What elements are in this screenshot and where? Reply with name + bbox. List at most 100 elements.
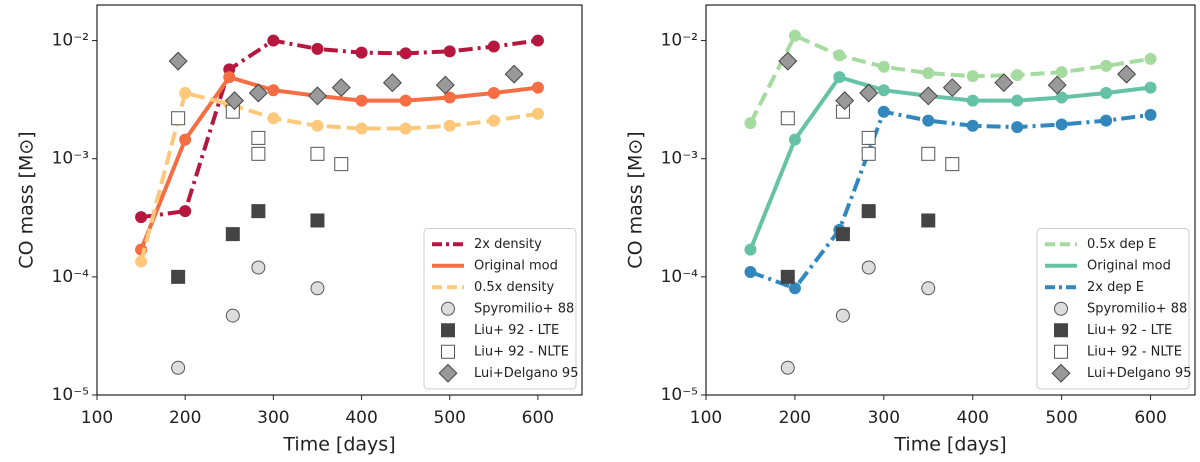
marker-square — [861, 146, 876, 161]
marker-square — [251, 146, 266, 161]
x-tick-label: 500 — [434, 408, 466, 428]
marker-square — [921, 146, 936, 161]
marker-circle — [355, 46, 368, 59]
marker-circle — [1144, 81, 1157, 94]
marker-diamond — [438, 363, 458, 383]
marker-circle — [531, 107, 544, 120]
marker-circle — [443, 45, 456, 58]
marker-circle — [835, 308, 850, 323]
marker-diamond — [225, 91, 245, 111]
legend-label: Original mod — [1087, 258, 1171, 273]
marker-circle — [267, 84, 280, 97]
x-tick-label: 300 — [868, 408, 900, 428]
marker-circle — [966, 70, 979, 83]
marker-circle — [311, 42, 324, 55]
marker-diamond — [435, 75, 455, 95]
marker-diamond — [994, 73, 1014, 93]
x-tick-label: 100 — [690, 408, 722, 428]
series-line — [748, 33, 1151, 125]
marker-circle — [788, 282, 801, 295]
marker-circle — [1011, 121, 1024, 134]
marker-circle — [135, 211, 148, 224]
marker-square — [251, 130, 266, 145]
marker-circle — [788, 29, 801, 42]
marker-circle — [1100, 86, 1113, 99]
legend-label: 0.5x density — [474, 280, 554, 295]
x-tick-label: 500 — [1045, 408, 1077, 428]
marker-square — [334, 157, 349, 172]
marker-circle — [744, 265, 757, 278]
marker-circle — [251, 260, 266, 275]
legend-label: Lui+Delgano 95 — [1087, 366, 1191, 381]
marker-diamond — [307, 86, 327, 106]
marker-circle — [1055, 91, 1068, 104]
marker-circle — [179, 86, 192, 99]
marker-circle — [355, 122, 368, 135]
marker-circle — [399, 47, 412, 60]
y-tick-label: 10⁻⁴ — [52, 267, 90, 287]
marker-diamond — [918, 86, 938, 106]
marker-circle — [441, 301, 455, 316]
legend-label: 0.5x dep E — [1087, 237, 1156, 252]
marker-circle — [531, 34, 544, 47]
marker-circle — [877, 84, 890, 97]
y-tick-label: 10⁻³ — [661, 149, 698, 169]
y-axis-label: CO mass [M⊙] — [625, 131, 647, 268]
y-tick-label: 10⁻² — [52, 31, 89, 51]
legend-label: 2x dep E — [1087, 280, 1144, 295]
marker-circle — [788, 133, 801, 146]
marker-circle — [311, 119, 324, 132]
marker-circle — [267, 34, 280, 47]
legend-label: Lui+Delgano 95 — [474, 366, 578, 381]
marker-circle — [744, 243, 757, 256]
x-tick-label: 300 — [257, 408, 289, 428]
marker-circle — [833, 71, 846, 84]
marker-circle — [1100, 114, 1113, 127]
marker-circle — [267, 112, 280, 125]
marker-circle — [399, 94, 412, 107]
marker-square — [861, 204, 876, 219]
marker-square — [171, 111, 186, 126]
marker-square — [251, 204, 266, 219]
marker-circle — [966, 94, 979, 107]
marker-square — [1054, 323, 1068, 338]
marker-circle — [399, 122, 412, 135]
marker-circle — [1011, 69, 1024, 82]
marker-square — [780, 269, 795, 284]
marker-circle — [1055, 66, 1068, 79]
marker-diamond — [778, 51, 798, 71]
marker-circle — [443, 119, 456, 132]
marker-circle — [1055, 118, 1068, 131]
legend-label: 2x density — [474, 237, 542, 252]
y-axis-label: CO mass [M⊙] — [16, 131, 38, 268]
x-tick-label: 100 — [81, 408, 113, 428]
legend-label: Spyromilio+ 88 — [474, 301, 574, 316]
marker-circle — [922, 67, 935, 80]
legend-label: Liu+ 92 - NLTE — [474, 344, 569, 359]
series-line — [139, 74, 539, 251]
marker-circle — [833, 49, 846, 62]
marker-circle — [443, 91, 456, 104]
x-tick-label: 400 — [345, 408, 377, 428]
marker-circle — [861, 260, 876, 275]
marker-square — [441, 323, 455, 338]
marker-circle — [921, 281, 936, 296]
marker-square — [225, 227, 240, 242]
legend-label: Liu+ 92 - LTE — [474, 323, 559, 338]
marker-square — [171, 269, 186, 284]
y-tick-label: 10⁻³ — [52, 149, 89, 169]
marker-diamond — [942, 78, 962, 98]
marker-square — [945, 157, 960, 172]
marker-square — [835, 227, 850, 242]
x-axis-label: Time [days] — [893, 434, 1006, 456]
series-line — [139, 90, 539, 262]
marker-circle — [744, 117, 757, 130]
marker-diamond — [504, 64, 524, 84]
marker-diamond — [859, 83, 879, 103]
marker-circle — [922, 114, 935, 127]
legend-label: Original mod — [474, 258, 558, 273]
y-tick-label: 10⁻⁵ — [52, 385, 89, 405]
marker-diamond — [1117, 64, 1137, 84]
marker-circle — [135, 255, 148, 268]
x-tick-label: 400 — [957, 408, 989, 428]
